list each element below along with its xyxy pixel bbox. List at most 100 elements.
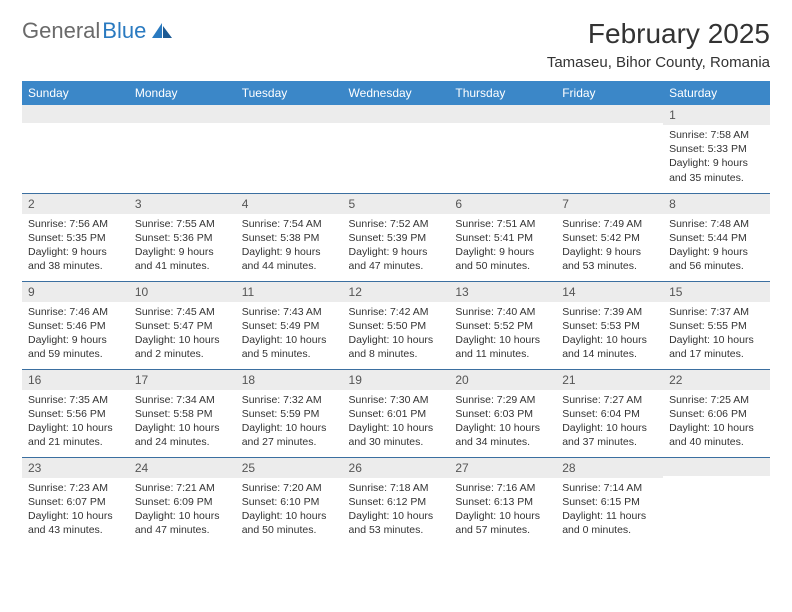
calendar-cell: 7Sunrise: 7:49 AMSunset: 5:42 PMDaylight… bbox=[556, 193, 663, 281]
calendar-cell bbox=[236, 105, 343, 193]
calendar-cell: 3Sunrise: 7:55 AMSunset: 5:36 PMDaylight… bbox=[129, 193, 236, 281]
sunrise-text: Sunrise: 7:58 AM bbox=[669, 128, 764, 142]
day-details: Sunrise: 7:35 AMSunset: 5:56 PMDaylight:… bbox=[22, 390, 129, 456]
day-number bbox=[343, 105, 450, 123]
calendar-cell: 17Sunrise: 7:34 AMSunset: 5:58 PMDayligh… bbox=[129, 369, 236, 457]
calendar-cell: 9Sunrise: 7:46 AMSunset: 5:46 PMDaylight… bbox=[22, 281, 129, 369]
daylight-text: Daylight: 10 hours and 50 minutes. bbox=[242, 509, 337, 537]
sunrise-text: Sunrise: 7:55 AM bbox=[135, 217, 230, 231]
sunrise-text: Sunrise: 7:39 AM bbox=[562, 305, 657, 319]
sunset-text: Sunset: 6:01 PM bbox=[349, 407, 444, 421]
day-number: 24 bbox=[129, 458, 236, 478]
calendar-cell bbox=[22, 105, 129, 193]
sunrise-text: Sunrise: 7:51 AM bbox=[455, 217, 550, 231]
calendar-cell bbox=[663, 457, 770, 545]
weekday-header: Thursday bbox=[449, 81, 556, 105]
day-details: Sunrise: 7:54 AMSunset: 5:38 PMDaylight:… bbox=[236, 214, 343, 280]
day-details: Sunrise: 7:55 AMSunset: 5:36 PMDaylight:… bbox=[129, 214, 236, 280]
sunrise-text: Sunrise: 7:34 AM bbox=[135, 393, 230, 407]
day-number: 27 bbox=[449, 458, 556, 478]
sunset-text: Sunset: 6:13 PM bbox=[455, 495, 550, 509]
day-number: 11 bbox=[236, 282, 343, 302]
sunset-text: Sunset: 5:50 PM bbox=[349, 319, 444, 333]
day-number: 20 bbox=[449, 370, 556, 390]
sunset-text: Sunset: 6:09 PM bbox=[135, 495, 230, 509]
sunset-text: Sunset: 5:38 PM bbox=[242, 231, 337, 245]
weekday-header: Friday bbox=[556, 81, 663, 105]
day-number bbox=[449, 105, 556, 123]
sunset-text: Sunset: 5:36 PM bbox=[135, 231, 230, 245]
calendar-cell: 27 Sunrise: 7:16 AMSunset: 6:13 PMDayligh… bbox=[449, 457, 556, 545]
day-number: 10 bbox=[129, 282, 236, 302]
day-details: Sunrise: 7:45 AMSunset: 5:47 PMDaylight:… bbox=[129, 302, 236, 368]
day-details: Sunrise: 7:20 AMSunset: 6:10 PMDaylight:… bbox=[236, 478, 343, 544]
sunset-text: Sunset: 6:04 PM bbox=[562, 407, 657, 421]
day-number: 17 bbox=[129, 370, 236, 390]
calendar-cell: 5Sunrise: 7:52 AMSunset: 5:39 PMDaylight… bbox=[343, 193, 450, 281]
sunrise-text: Sunrise: 7:16 AM bbox=[455, 481, 550, 495]
day-details: Sunrise: 7:21 AMSunset: 6:09 PMDaylight:… bbox=[129, 478, 236, 544]
calendar-cell: 6Sunrise: 7:51 AMSunset: 5:41 PMDaylight… bbox=[449, 193, 556, 281]
logo-text-blue: Blue bbox=[102, 18, 146, 44]
sunset-text: Sunset: 5:41 PM bbox=[455, 231, 550, 245]
daylight-text: Daylight: 10 hours and 5 minutes. bbox=[242, 333, 337, 361]
sunset-text: Sunset: 5:55 PM bbox=[669, 319, 764, 333]
daylight-text: Daylight: 10 hours and 17 minutes. bbox=[669, 333, 764, 361]
daylight-text: Daylight: 10 hours and 53 minutes. bbox=[349, 509, 444, 537]
daylight-text: Daylight: 10 hours and 30 minutes. bbox=[349, 421, 444, 449]
daylight-text: Daylight: 10 hours and 27 minutes. bbox=[242, 421, 337, 449]
calendar-cell: 1Sunrise: 7:58 AMSunset: 5:33 PMDaylight… bbox=[663, 105, 770, 193]
sunset-text: Sunset: 5:42 PM bbox=[562, 231, 657, 245]
calendar-cell: 24Sunrise: 7:21 AMSunset: 6:09 PMDayligh… bbox=[129, 457, 236, 545]
sunrise-text: Sunrise: 7:37 AM bbox=[669, 305, 764, 319]
day-number: 8 bbox=[663, 194, 770, 214]
sunrise-text: Sunrise: 7:52 AM bbox=[349, 217, 444, 231]
day-number: 7 bbox=[556, 194, 663, 214]
day-details: Sunrise: 7:58 AMSunset: 5:33 PMDaylight:… bbox=[663, 125, 770, 191]
day-details: Sunrise: 7:49 AMSunset: 5:42 PMDaylight:… bbox=[556, 214, 663, 280]
day-number: 15 bbox=[663, 282, 770, 302]
day-number: 21 bbox=[556, 370, 663, 390]
sunrise-text: Sunrise: 7:32 AM bbox=[242, 393, 337, 407]
day-number: 16 bbox=[22, 370, 129, 390]
weekday-header: Saturday bbox=[663, 81, 770, 105]
day-details: Sunrise: 7:48 AMSunset: 5:44 PMDaylight:… bbox=[663, 214, 770, 280]
sunrise-text: Sunrise: 7:45 AM bbox=[135, 305, 230, 319]
day-number: 9 bbox=[22, 282, 129, 302]
weekday-header: Tuesday bbox=[236, 81, 343, 105]
daylight-text: Daylight: 11 hours and 0 minutes. bbox=[562, 509, 657, 537]
day-number: 4 bbox=[236, 194, 343, 214]
calendar-week-row: 9Sunrise: 7:46 AMSunset: 5:46 PMDaylight… bbox=[22, 281, 770, 369]
daylight-text: Daylight: 10 hours and 40 minutes. bbox=[669, 421, 764, 449]
calendar-cell: 22Sunrise: 7:25 AMSunset: 6:06 PMDayligh… bbox=[663, 369, 770, 457]
title-block: February 2025 Tamaseu, Bihor County, Rom… bbox=[547, 18, 770, 71]
day-number: 26 bbox=[343, 458, 450, 478]
sunset-text: Sunset: 5:59 PM bbox=[242, 407, 337, 421]
sunset-text: Sunset: 5:49 PM bbox=[242, 319, 337, 333]
calendar-cell: 14Sunrise: 7:39 AMSunset: 5:53 PMDayligh… bbox=[556, 281, 663, 369]
logo: GeneralBlue bbox=[22, 18, 173, 44]
daylight-text: Daylight: 9 hours and 50 minutes. bbox=[455, 245, 550, 273]
day-details: Sunrise: 7:18 AMSunset: 6:12 PMDaylight:… bbox=[343, 478, 450, 544]
sunset-text: Sunset: 5:52 PM bbox=[455, 319, 550, 333]
day-number bbox=[22, 105, 129, 123]
day-details: Sunrise: 7:34 AMSunset: 5:58 PMDaylight:… bbox=[129, 390, 236, 456]
sunset-text: Sunset: 5:46 PM bbox=[28, 319, 123, 333]
sunset-text: Sunset: 5:56 PM bbox=[28, 407, 123, 421]
logo-text-gray: General bbox=[22, 18, 100, 44]
daylight-text: Daylight: 9 hours and 41 minutes. bbox=[135, 245, 230, 273]
sunset-text: Sunset: 6:12 PM bbox=[349, 495, 444, 509]
calendar-cell: 21Sunrise: 7:27 AMSunset: 6:04 PMDayligh… bbox=[556, 369, 663, 457]
daylight-text: Daylight: 9 hours and 44 minutes. bbox=[242, 245, 337, 273]
weekday-header-row: Sunday Monday Tuesday Wednesday Thursday… bbox=[22, 81, 770, 105]
daylight-text: Daylight: 10 hours and 47 minutes. bbox=[135, 509, 230, 537]
day-number bbox=[236, 105, 343, 123]
sunrise-text: Sunrise: 7:30 AM bbox=[349, 393, 444, 407]
sunset-text: Sunset: 6:10 PM bbox=[242, 495, 337, 509]
day-details: Sunrise: 7:46 AMSunset: 5:46 PMDaylight:… bbox=[22, 302, 129, 368]
calendar-cell: 8Sunrise: 7:48 AMSunset: 5:44 PMDaylight… bbox=[663, 193, 770, 281]
daylight-text: Daylight: 10 hours and 57 minutes. bbox=[455, 509, 550, 537]
calendar-cell: 11Sunrise: 7:43 AMSunset: 5:49 PMDayligh… bbox=[236, 281, 343, 369]
calendar-cell: 25Sunrise: 7:20 AMSunset: 6:10 PMDayligh… bbox=[236, 457, 343, 545]
weekday-header: Monday bbox=[129, 81, 236, 105]
